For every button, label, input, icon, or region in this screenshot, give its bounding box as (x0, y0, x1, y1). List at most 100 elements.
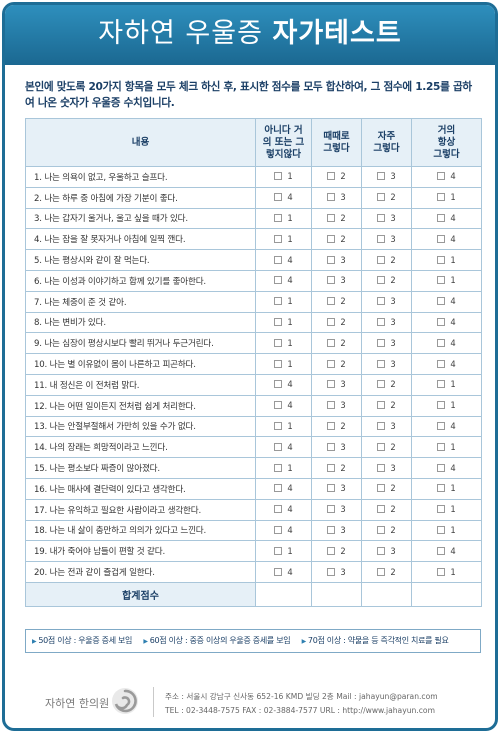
answer-option[interactable]: 2 (361, 519, 412, 542)
answer-option[interactable]: 1 (411, 498, 482, 521)
checkbox-icon[interactable] (274, 317, 283, 326)
checkbox-icon[interactable] (377, 442, 386, 451)
checkbox-icon[interactable] (327, 317, 336, 326)
answer-option[interactable]: 1 (411, 186, 482, 209)
checkbox-icon[interactable] (437, 505, 446, 514)
checkbox-icon[interactable] (377, 276, 386, 285)
checkbox-icon[interactable] (437, 234, 446, 243)
answer-option[interactable]: 1 (411, 249, 482, 271)
checkbox-icon[interactable] (377, 359, 386, 368)
answer-option[interactable]: 4 (255, 186, 312, 209)
checkbox-icon[interactable] (437, 442, 446, 451)
checkbox-icon[interactable] (327, 234, 336, 243)
checkbox-icon[interactable] (437, 567, 446, 576)
checkbox-icon[interactable] (274, 213, 283, 222)
answer-option[interactable]: 2 (311, 166, 362, 188)
answer-option[interactable]: 4 (411, 540, 482, 563)
answer-option[interactable]: 4 (411, 228, 482, 251)
checkbox-icon[interactable] (327, 338, 336, 347)
checkbox-icon[interactable] (437, 421, 446, 430)
checkbox-icon[interactable] (377, 546, 386, 555)
answer-option[interactable]: 2 (361, 561, 412, 583)
checkbox-icon[interactable] (274, 380, 283, 389)
checkbox-icon[interactable] (327, 380, 336, 389)
checkbox-icon[interactable] (327, 255, 336, 264)
answer-option[interactable]: 2 (361, 477, 412, 500)
checkbox-icon[interactable] (437, 359, 446, 368)
answer-option[interactable]: 1 (411, 373, 482, 396)
answer-option[interactable]: 3 (311, 269, 362, 292)
checkbox-icon[interactable] (437, 213, 446, 222)
answer-option[interactable]: 1 (255, 166, 312, 188)
checkbox-icon[interactable] (437, 338, 446, 347)
answer-option[interactable]: 2 (311, 207, 362, 230)
checkbox-icon[interactable] (437, 255, 446, 264)
answer-option[interactable]: 4 (411, 353, 482, 375)
answer-option[interactable]: 2 (311, 415, 362, 438)
answer-option[interactable]: 4 (255, 394, 312, 417)
answer-option[interactable]: 4 (411, 290, 482, 313)
checkbox-icon[interactable] (274, 338, 283, 347)
checkbox-icon[interactable] (274, 255, 283, 264)
checkbox-icon[interactable] (274, 505, 283, 514)
checkbox-icon[interactable] (437, 193, 446, 202)
answer-option[interactable]: 4 (411, 332, 482, 355)
checkbox-icon[interactable] (437, 317, 446, 326)
checkbox-icon[interactable] (274, 276, 283, 285)
answer-option[interactable]: 4 (255, 269, 312, 292)
answer-option[interactable]: 3 (361, 228, 412, 251)
answer-option[interactable]: 2 (311, 311, 362, 334)
answer-option[interactable]: 3 (361, 353, 412, 375)
answer-option[interactable]: 3 (311, 477, 362, 500)
checkbox-icon[interactable] (437, 463, 446, 472)
checkbox-icon[interactable] (274, 525, 283, 534)
checkbox-icon[interactable] (377, 567, 386, 576)
checkbox-icon[interactable] (377, 193, 386, 202)
checkbox-icon[interactable] (274, 546, 283, 555)
checkbox-icon[interactable] (327, 442, 336, 451)
answer-option[interactable]: 4 (255, 249, 312, 271)
checkbox-icon[interactable] (377, 380, 386, 389)
checkbox-icon[interactable] (437, 401, 446, 410)
answer-option[interactable]: 1 (411, 269, 482, 292)
answer-option[interactable]: 4 (411, 207, 482, 230)
answer-option[interactable]: 3 (361, 311, 412, 334)
answer-option[interactable]: 1 (255, 332, 312, 355)
checkbox-icon[interactable] (377, 401, 386, 410)
answer-option[interactable]: 2 (311, 290, 362, 313)
answer-option[interactable]: 2 (361, 249, 412, 271)
checkbox-icon[interactable] (437, 525, 446, 534)
answer-option[interactable]: 2 (361, 436, 412, 459)
answer-option[interactable]: 4 (411, 457, 482, 479)
answer-option[interactable]: 3 (361, 415, 412, 438)
answer-option[interactable]: 4 (255, 436, 312, 459)
answer-option[interactable]: 3 (311, 436, 362, 459)
answer-option[interactable]: 2 (311, 228, 362, 251)
checkbox-icon[interactable] (274, 442, 283, 451)
checkbox-icon[interactable] (327, 193, 336, 202)
answer-option[interactable]: 2 (311, 457, 362, 479)
checkbox-icon[interactable] (327, 213, 336, 222)
checkbox-icon[interactable] (377, 255, 386, 264)
answer-option[interactable]: 2 (361, 498, 412, 521)
checkbox-icon[interactable] (327, 567, 336, 576)
checkbox-icon[interactable] (437, 297, 446, 306)
answer-option[interactable]: 1 (255, 207, 312, 230)
answer-option[interactable]: 1 (255, 457, 312, 479)
checkbox-icon[interactable] (327, 276, 336, 285)
checkbox-icon[interactable] (377, 172, 386, 181)
checkbox-icon[interactable] (377, 484, 386, 493)
answer-option[interactable]: 3 (311, 498, 362, 521)
answer-option[interactable]: 2 (361, 373, 412, 396)
checkbox-icon[interactable] (274, 359, 283, 368)
answer-option[interactable]: 2 (361, 269, 412, 292)
checkbox-icon[interactable] (377, 317, 386, 326)
checkbox-icon[interactable] (274, 172, 283, 181)
checkbox-icon[interactable] (377, 505, 386, 514)
answer-option[interactable]: 4 (411, 166, 482, 188)
checkbox-icon[interactable] (377, 463, 386, 472)
checkbox-icon[interactable] (327, 359, 336, 368)
answer-option[interactable]: 3 (311, 561, 362, 583)
answer-option[interactable]: 2 (361, 186, 412, 209)
answer-option[interactable]: 3 (361, 207, 412, 230)
